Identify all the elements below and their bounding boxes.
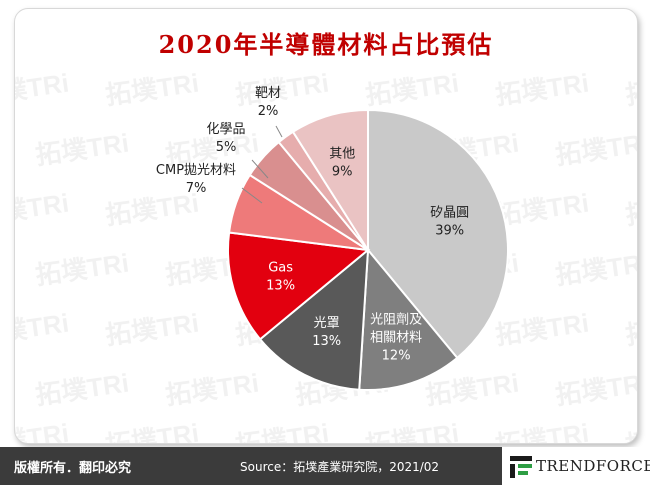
source-note: Source：拓墣產業研究院，2021/02: [240, 460, 440, 474]
leader-line-5: [251, 159, 269, 179]
pie-slice-1: [358, 247, 459, 391]
trendforce-logo-icon: [510, 456, 532, 478]
slice-label-3: Gas 13%: [266, 260, 295, 293]
trendforce-logo: TRENDFORCE: [502, 447, 650, 485]
chart-title: 2020年半導體材料占比預估: [158, 30, 494, 59]
pie-slice-7: [291, 108, 369, 254]
slice-label-1: 光阻劑及相關材料 12%: [370, 312, 422, 364]
leader-line-6: [275, 125, 283, 138]
slice-label-0: 矽晶圓 39%: [430, 206, 469, 239]
slice-label-2: 光罩 13%: [312, 316, 341, 349]
slice-label-6: 靶材 2%: [255, 86, 281, 119]
slice-label-7: 其他 9%: [329, 146, 355, 179]
logo-wordmark: TRENDFORCE: [536, 457, 650, 475]
leader-line-4: [241, 187, 263, 204]
pie-slice-0: [367, 108, 509, 360]
pie-slice-2: [258, 247, 370, 391]
slice-label-4: CMP拋光材料 7%: [156, 163, 236, 196]
slice-label-5: 化學品 5%: [206, 122, 245, 155]
copyright-notice: 版權所有．翻印必究: [14, 461, 132, 476]
pie-slice-3: [227, 231, 371, 341]
